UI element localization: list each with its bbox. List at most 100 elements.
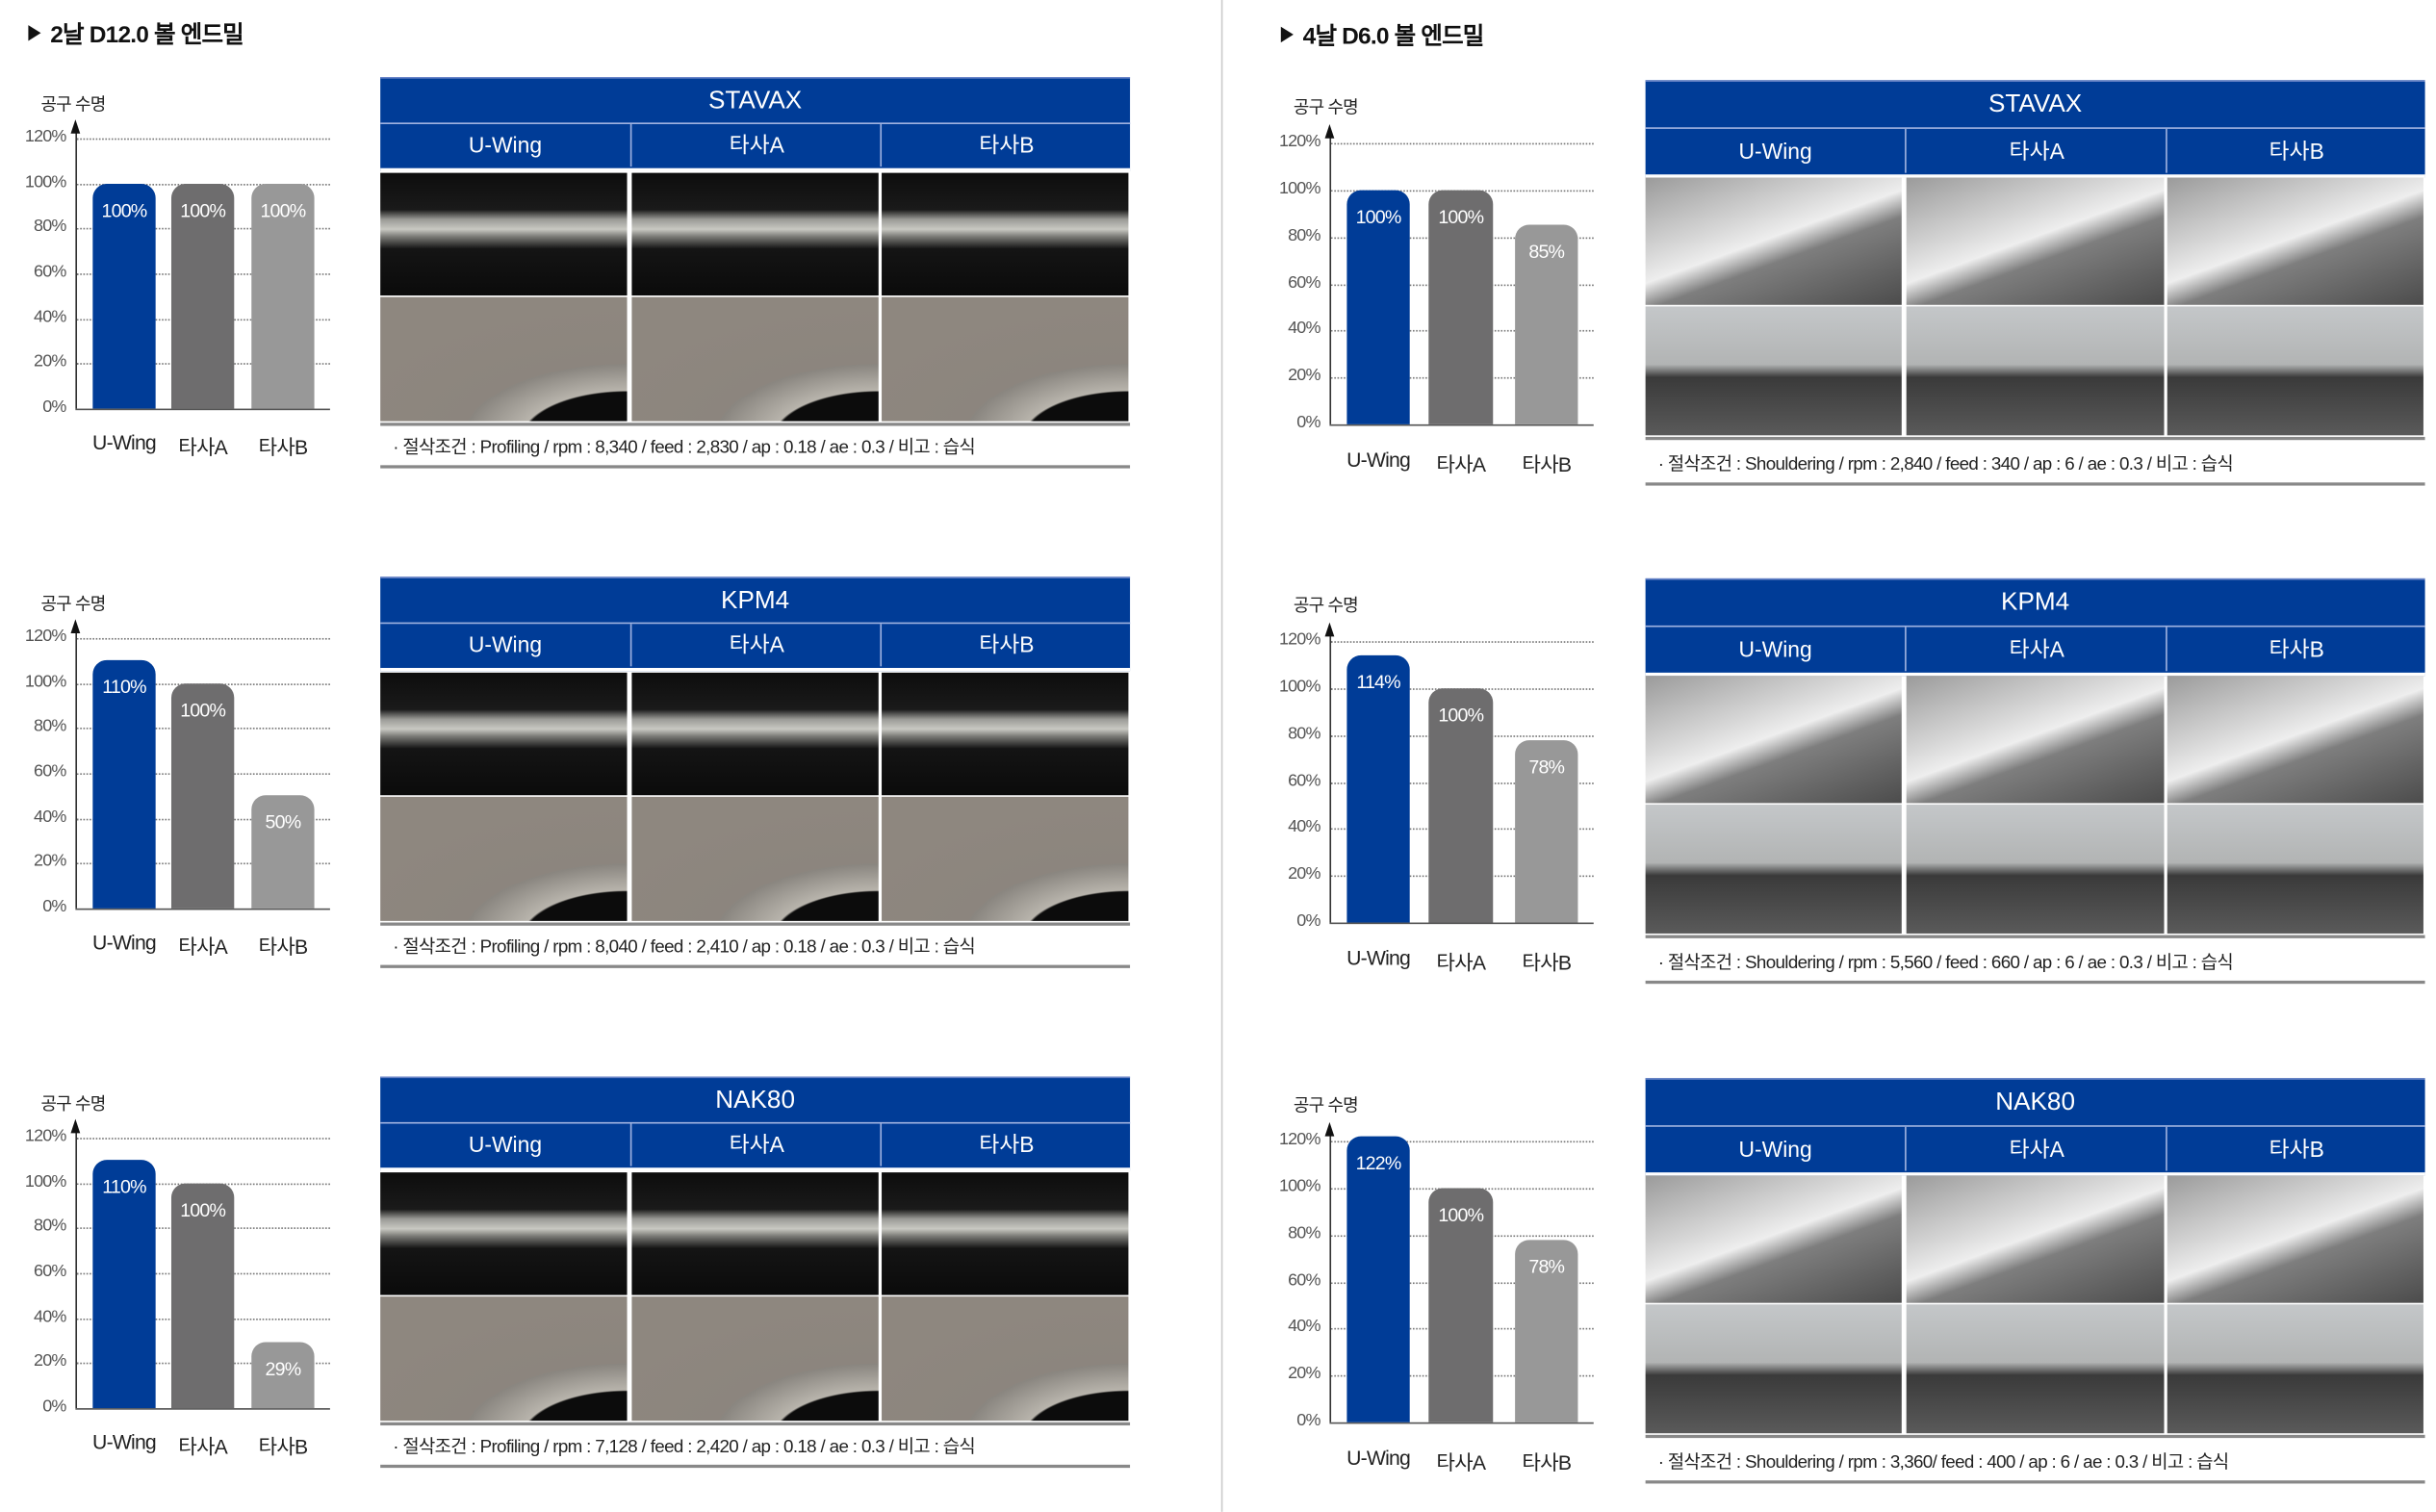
gridline — [1329, 142, 1594, 145]
column-header: U-Wing — [1738, 138, 1812, 164]
x-axis — [75, 908, 330, 910]
y-tick-label: 100% — [1278, 178, 1321, 198]
table-bottom-rule — [1645, 1480, 2425, 1484]
bar — [1428, 190, 1494, 424]
section-title-text: 2날 D12.0 볼 엔드밀 — [50, 21, 244, 49]
y-axis-label: 공구 수명 — [1293, 98, 1359, 118]
table-bottom-rule — [380, 465, 1131, 469]
bar — [92, 1160, 156, 1409]
bar — [92, 660, 156, 909]
x-category-label: 타사B — [258, 1434, 309, 1459]
y-tick-label: 100% — [24, 172, 67, 192]
tool-wear-photo-end — [1907, 306, 2164, 436]
y-tick-label: 100% — [24, 1171, 67, 1192]
tool-wear-photo-end — [1645, 1304, 1903, 1434]
y-tick-label: 20% — [34, 352, 66, 372]
tool-wear-photo-side — [631, 1172, 879, 1295]
y-tick-label: 0% — [1296, 911, 1321, 931]
y-tick-label: 100% — [1278, 1176, 1321, 1196]
y-tick-label: 80% — [1288, 1223, 1321, 1243]
y-axis-label: 공구 수명 — [40, 1095, 106, 1115]
table-bottom-rule — [1645, 482, 2425, 486]
y-tick-label: 40% — [34, 807, 66, 827]
y-tick-label: 120% — [24, 1126, 67, 1146]
tool-wear-photo-side — [1645, 1175, 1903, 1303]
y-tick-label: 0% — [42, 897, 66, 916]
column-header: U-Wing — [1738, 636, 1812, 662]
x-category-label: 타사A — [1436, 950, 1486, 975]
y-tick-label: 120% — [24, 627, 67, 647]
x-category-label: 타사A — [1436, 1450, 1486, 1474]
tool-wear-photo-side — [631, 672, 879, 796]
x-axis — [75, 408, 330, 411]
column-header: U-Wing — [468, 1131, 543, 1157]
cutting-conditions: · 절삭조건 : Profiling / rpm : 7,128 / feed … — [393, 1438, 975, 1457]
x-category-label: 타사B — [1522, 950, 1572, 975]
y-axis — [75, 625, 78, 909]
tool-wear-photo-end — [1907, 1304, 2164, 1434]
tool-wear-photo-side — [882, 1172, 1129, 1295]
tool-wear-photo-side — [2167, 177, 2423, 305]
y-tick-label: 80% — [1288, 225, 1321, 245]
x-category-label: U-Wing — [1346, 946, 1411, 970]
tool-wear-photo-end — [380, 1296, 628, 1422]
y-axis-label: 공구 수명 — [1293, 1096, 1359, 1116]
column-header: U-Wing — [468, 631, 543, 657]
column-header: 타사A — [629, 1123, 882, 1166]
x-category-label: 타사A — [178, 935, 228, 960]
x-axis — [1329, 423, 1594, 426]
bar-value-label: 78% — [1528, 1255, 1565, 1277]
bar — [170, 183, 235, 409]
column-header: 타사B — [880, 624, 1131, 667]
y-tick-label: 120% — [24, 127, 67, 146]
y-tick-label: 80% — [1288, 724, 1321, 743]
bar-value-label: 110% — [102, 1175, 146, 1198]
tool-wear-photo-end — [2167, 306, 2423, 436]
bar — [1428, 1188, 1494, 1422]
material-title: NAK80 — [380, 1076, 1131, 1124]
section-title-4flute: 4날 D6.0 볼 엔드밀 — [1280, 19, 1484, 52]
y-tick-label: 120% — [1278, 629, 1321, 650]
bar-value-label: 100% — [1355, 205, 1402, 228]
column-header: 타사B — [2165, 1126, 2427, 1171]
gridline — [75, 637, 330, 640]
table-bottom-rule — [380, 1464, 1131, 1469]
bar — [92, 183, 156, 409]
tool-wear-photo-side — [882, 172, 1129, 295]
y-axis-arrow-icon — [1324, 622, 1335, 637]
y-tick-label: 0% — [42, 1397, 66, 1417]
tool-wear-photo-end — [2167, 805, 2423, 934]
bar — [1346, 190, 1410, 424]
gridline — [1329, 1140, 1594, 1143]
tool-wear-photo-side — [1645, 177, 1903, 305]
x-category-label: U-Wing — [92, 1429, 157, 1454]
table-divider — [1645, 436, 2425, 441]
bar-value-label: 100% — [180, 699, 226, 721]
tool-wear-photo-end — [631, 296, 879, 422]
column-header: 타사A — [1905, 128, 2167, 173]
y-tick-label: 20% — [34, 852, 66, 872]
column-header: U-Wing — [1738, 1136, 1812, 1162]
column-header-row — [380, 622, 1131, 672]
tool-wear-photo-side — [882, 672, 1129, 796]
x-category-label: U-Wing — [1346, 448, 1411, 472]
y-axis-label: 공구 수명 — [40, 95, 106, 115]
tool-wear-photo-side — [1907, 676, 2164, 804]
tool-wear-photo-side — [380, 1172, 628, 1295]
y-tick-label: 60% — [1288, 1270, 1321, 1290]
y-tick-label: 100% — [24, 672, 67, 691]
column-header: 타사B — [2165, 627, 2427, 672]
y-axis — [75, 1125, 78, 1409]
y-tick-label: 60% — [34, 1262, 66, 1281]
tool-wear-photo-end — [882, 1296, 1129, 1422]
tool-wear-photo-end — [1907, 805, 2164, 934]
y-tick-label: 40% — [34, 307, 66, 327]
y-tick-label: 60% — [34, 262, 66, 282]
y-axis-label: 공구 수명 — [40, 595, 106, 615]
tool-wear-photo-end — [380, 296, 628, 422]
tool-wear-photo-end — [631, 1296, 879, 1422]
bar-value-label: 78% — [1528, 755, 1565, 778]
tool-wear-photo-side — [1907, 177, 2164, 305]
bar — [170, 1183, 235, 1409]
tool-wear-photo-end — [2167, 1304, 2423, 1434]
